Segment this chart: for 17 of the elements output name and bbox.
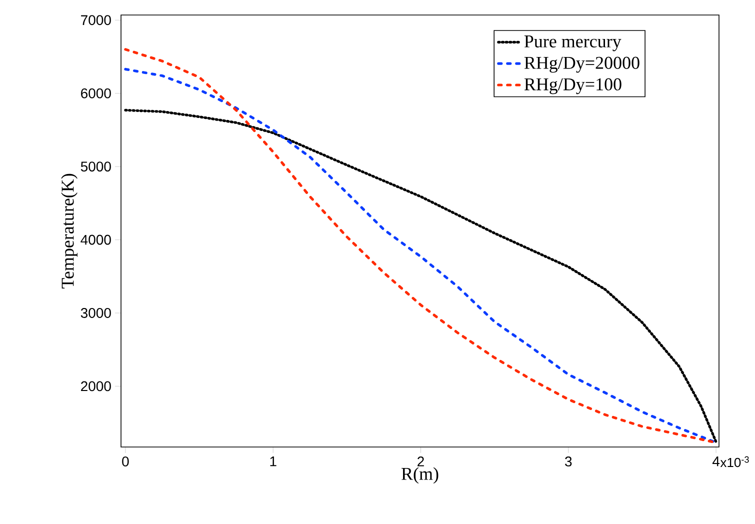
y-tick-label: 5000 bbox=[80, 162, 111, 172]
x-tick-label: 0 bbox=[122, 456, 129, 466]
x-tick-label: 1 bbox=[270, 456, 276, 466]
x-axis-title: R(m) bbox=[402, 467, 438, 484]
legend-label: RHg/Dy=100 bbox=[524, 78, 622, 94]
text: x10$^{-3}$ bbox=[720, 456, 749, 468]
x-tick-label: 2 bbox=[418, 456, 424, 466]
y-tick-label: 6000 bbox=[81, 88, 111, 98]
y-axis-title: Temperature(K) bbox=[61, 174, 78, 288]
x-tick-label: 4 bbox=[712, 456, 720, 466]
y-tick-label: 3000 bbox=[80, 308, 111, 318]
y-tick-label: 2000 bbox=[81, 381, 111, 392]
y-tick-label: 7000 bbox=[81, 15, 111, 26]
x-tick-label: 3 bbox=[565, 456, 572, 466]
legend-label: RHg/Dy=20000 bbox=[524, 56, 640, 73]
y-tick-label: 4000 bbox=[80, 234, 111, 245]
legend-label: Pure mercury bbox=[524, 36, 622, 52]
